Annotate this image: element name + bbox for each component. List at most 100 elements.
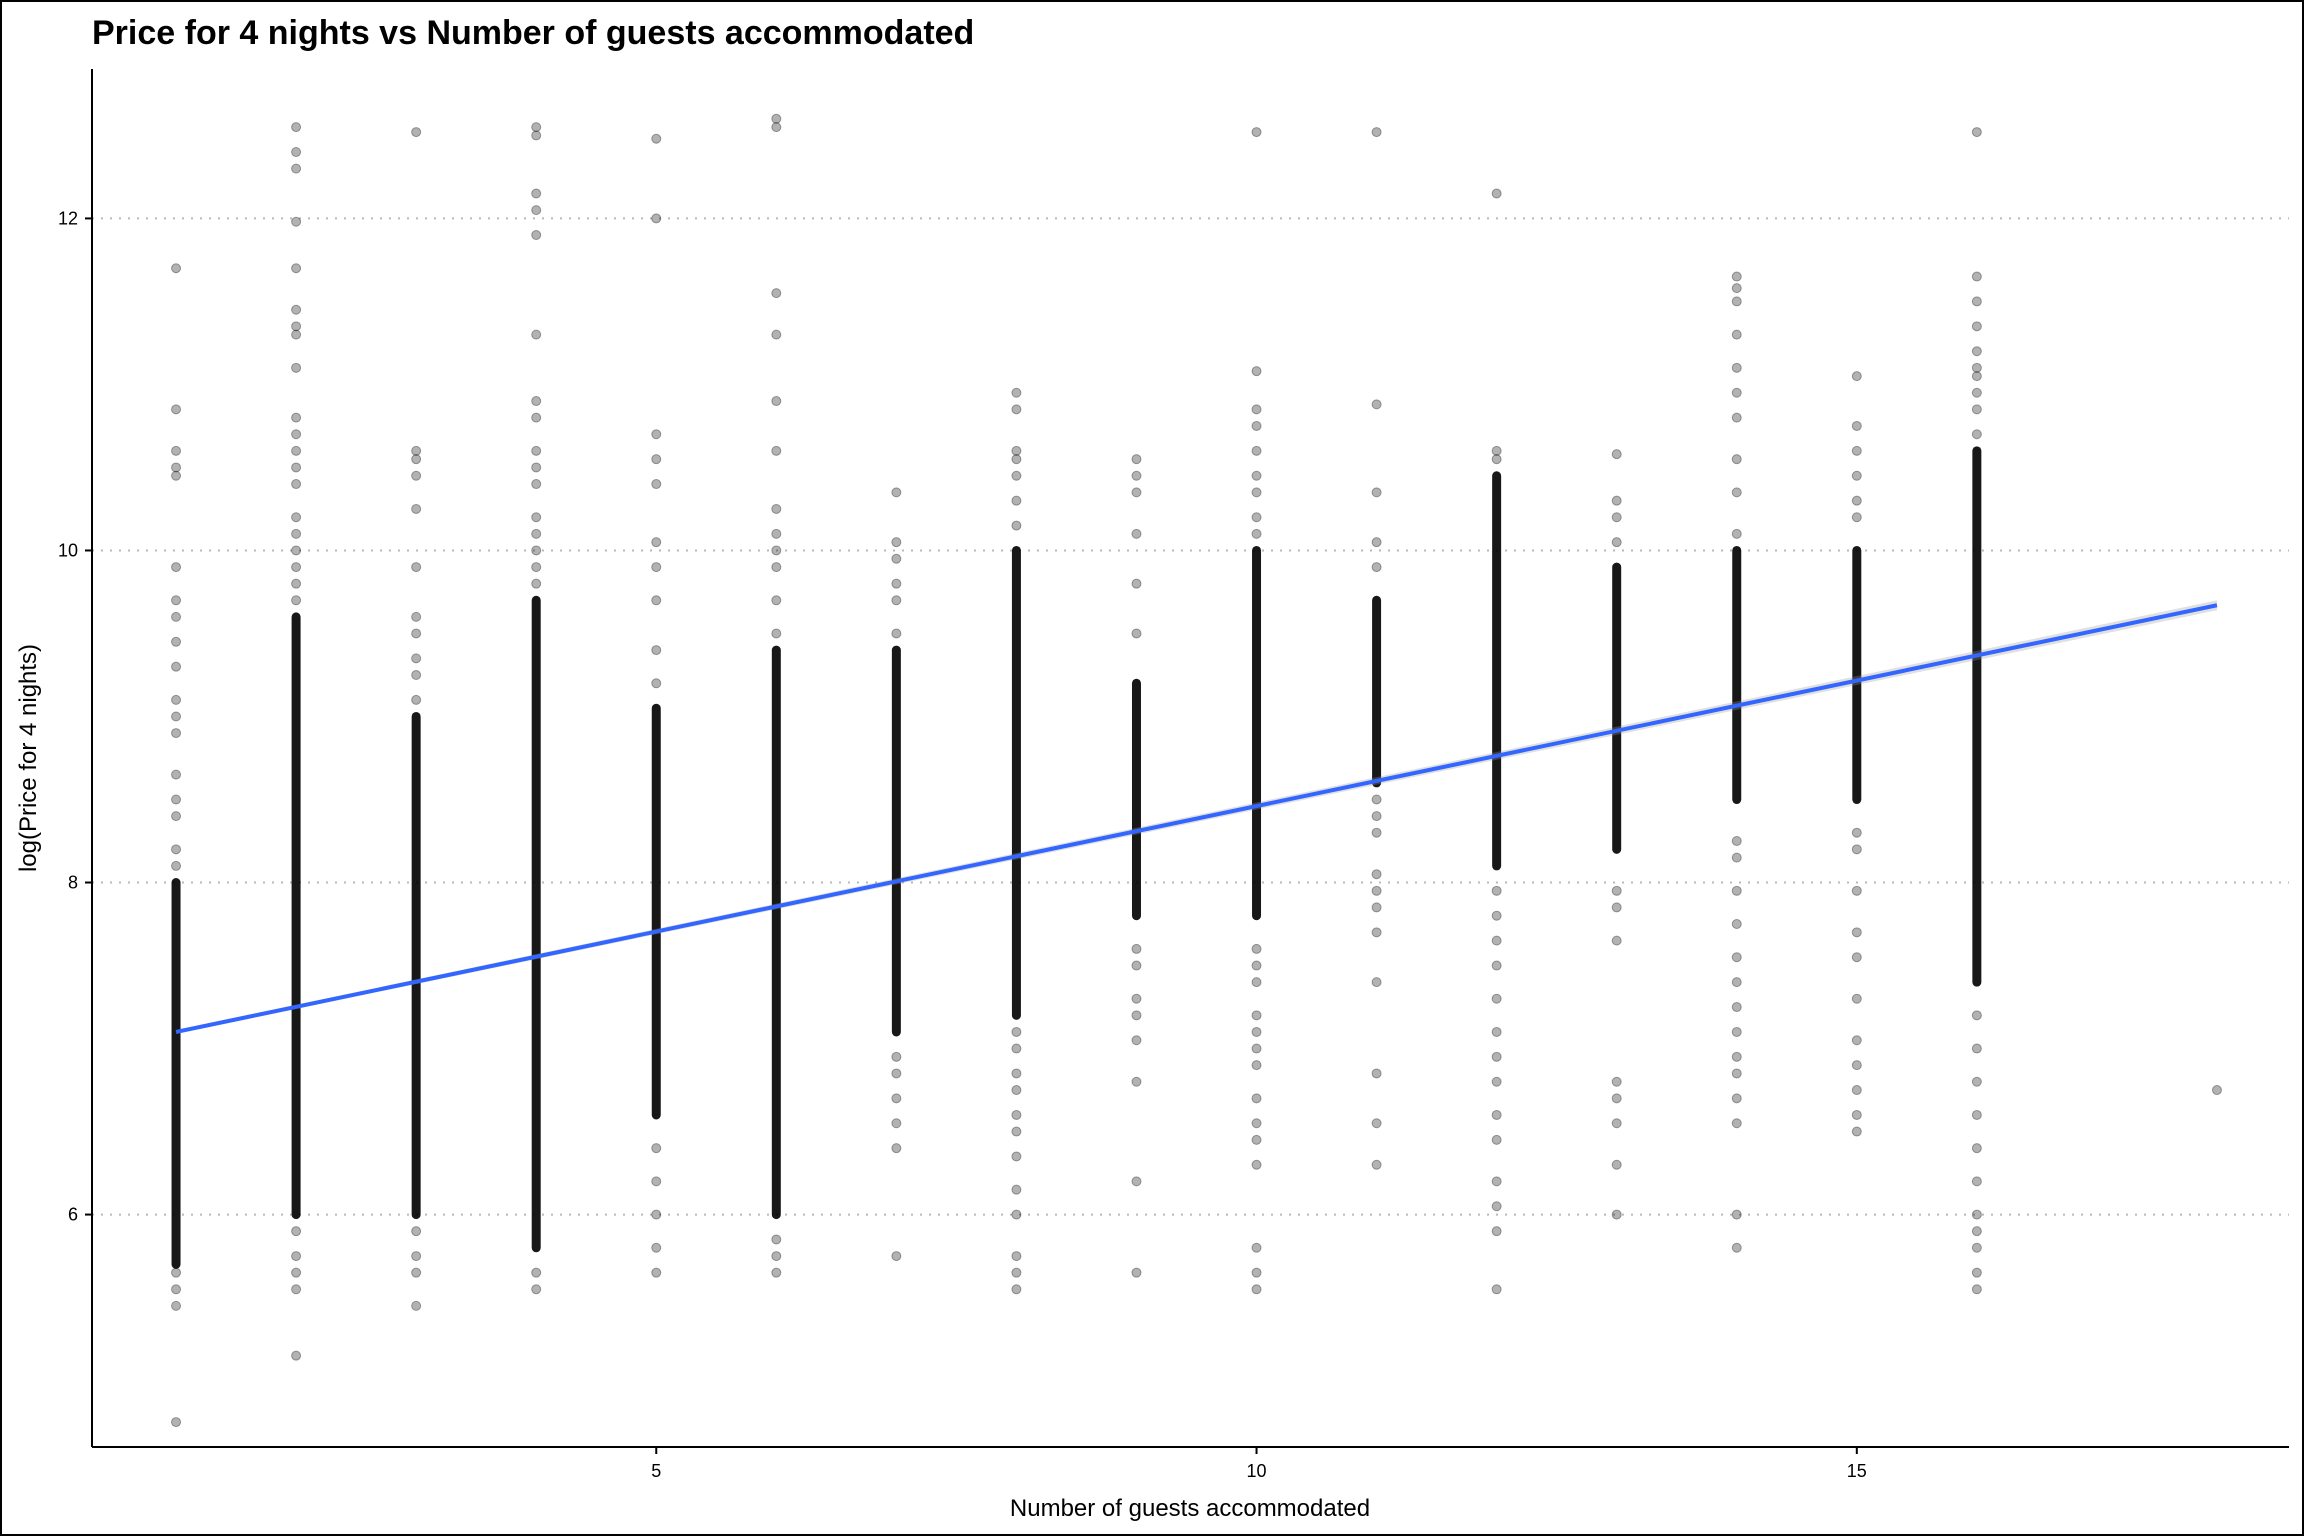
- data-point-x16-1: [1971, 1267, 1982, 1278]
- data-point-x2-20: [291, 263, 302, 274]
- data-point-x11-2: [1371, 1068, 1382, 1079]
- data-point-x10-21: [1251, 366, 1262, 377]
- data-point-x18-0: [2211, 1085, 2222, 1096]
- data-point-x2-9: [291, 528, 302, 539]
- data-point-x10-4: [1251, 1134, 1262, 1145]
- data-point-x1-3: [171, 1267, 182, 1278]
- data-point-x6-13: [771, 122, 782, 133]
- data-point-x15-9: [1851, 844, 1862, 855]
- data-point-x4-9: [531, 445, 542, 456]
- x-axis-label: Number of guests accommodated: [1010, 1495, 1370, 1522]
- chart-title: Price for 4 nights vs Number of guests a…: [92, 14, 974, 52]
- data-point-x6-2: [771, 1234, 782, 1245]
- data-point-x6-11: [771, 329, 782, 340]
- data-point-x12-16: [1491, 188, 1502, 199]
- data-point-x2-16: [291, 362, 302, 373]
- data-point-x6-7: [771, 528, 782, 539]
- data-point-x7-11: [891, 487, 902, 498]
- data-point-x8-3: [1011, 1209, 1022, 1220]
- data-point-x4-6: [531, 512, 542, 523]
- data-point-x4-2: [531, 578, 542, 589]
- data-point-x7-1: [891, 1143, 902, 1154]
- data-point-x12-3: [1491, 1176, 1502, 1187]
- data-point-x5-11: [651, 454, 662, 465]
- data-point-x3-4: [411, 694, 422, 705]
- data-point-x10-12: [1251, 960, 1262, 971]
- data-point-x4-10: [531, 412, 542, 423]
- data-point-x4-8: [531, 462, 542, 473]
- data-point-x14-18: [1731, 387, 1742, 398]
- data-point-x14-19: [1731, 362, 1742, 373]
- data-point-x3-11: [411, 470, 422, 481]
- data-point-x14-15: [1731, 487, 1742, 498]
- data-point-x11-5: [1371, 902, 1382, 913]
- data-point-x11-7: [1371, 869, 1382, 880]
- data-point-x14-1: [1731, 1209, 1742, 1220]
- data-point-x10-18: [1251, 445, 1262, 456]
- data-point-x10-10: [1251, 1010, 1262, 1021]
- data-point-x6-5: [771, 562, 782, 573]
- data-point-x8-10: [1011, 1043, 1022, 1054]
- data-point-x5-6: [651, 645, 662, 656]
- data-point-x2-0: [291, 1350, 302, 1361]
- data-point-x3-9: [411, 562, 422, 573]
- data-point-x3-10: [411, 503, 422, 514]
- data-point-x5-7: [651, 595, 662, 606]
- x-tick-label-15: 15: [1847, 1461, 1867, 1481]
- data-point-x16-10: [1971, 1010, 1982, 1021]
- data-point-x4-13: [531, 230, 542, 241]
- data-point-x5-0: [651, 1267, 662, 1278]
- data-point-x1-13: [171, 636, 182, 647]
- data-point-x8-15: [1011, 454, 1022, 465]
- data-point-x3-14: [411, 127, 422, 138]
- data-point-x10-0: [1251, 1284, 1262, 1295]
- data-point-x6-10: [771, 396, 782, 407]
- data-point-x8-4: [1011, 1184, 1022, 1195]
- data-point-x6-8: [771, 503, 782, 514]
- data-point-x6-12: [771, 288, 782, 299]
- data-point-x5-14: [651, 133, 662, 144]
- data-point-x8-17: [1011, 404, 1022, 415]
- data-point-x11-1: [1371, 1118, 1382, 1129]
- data-point-x16-15: [1971, 362, 1982, 373]
- data-point-x2-23: [291, 147, 302, 158]
- data-point-x1-14: [171, 611, 182, 622]
- data-point-x3-0: [411, 1300, 422, 1311]
- data-point-x4-16: [531, 130, 542, 141]
- data-point-x15-0: [1851, 1126, 1862, 1137]
- data-point-x15-12: [1851, 495, 1862, 506]
- data-point-x4-3: [531, 562, 542, 573]
- data-point-x1-18: [171, 462, 182, 473]
- data-point-x12-15: [1491, 445, 1502, 456]
- data-point-x3-1: [411, 1267, 422, 1278]
- data-point-x9-3: [1131, 1035, 1142, 1046]
- data-point-x6-6: [771, 545, 782, 556]
- data-point-x12-1: [1491, 1226, 1502, 1237]
- data-point-x12-13: [1491, 885, 1502, 896]
- data-point-x9-0: [1131, 1267, 1142, 1278]
- data-point-x12-9: [1491, 993, 1502, 1004]
- data-point-x3-6: [411, 653, 422, 664]
- data-point-x11-14: [1371, 399, 1382, 410]
- data-point-x8-2: [1011, 1251, 1022, 1262]
- data-point-x4-4: [531, 545, 542, 556]
- data-point-x3-3: [411, 1226, 422, 1237]
- data-point-x12-4: [1491, 1134, 1502, 1145]
- data-point-x4-17: [531, 122, 542, 133]
- data-point-x2-7: [291, 562, 302, 573]
- data-point-x14-12: [1731, 852, 1742, 863]
- data-point-x10-15: [1251, 512, 1262, 523]
- data-point-x6-3: [771, 628, 782, 639]
- data-point-x14-14: [1731, 528, 1742, 539]
- data-point-x6-1: [771, 1251, 782, 1262]
- data-point-x2-12: [291, 462, 302, 473]
- data-point-x1-19: [171, 445, 182, 456]
- data-point-x16-9: [1971, 1043, 1982, 1054]
- data-point-x16-16: [1971, 346, 1982, 357]
- data-point-x15-3: [1851, 1060, 1862, 1071]
- data-point-x2-4: [291, 1226, 302, 1237]
- data-point-x9-7: [1131, 943, 1142, 954]
- data-point-x6-4: [771, 595, 782, 606]
- data-point-x1-5: [171, 844, 182, 855]
- data-point-x13-8: [1611, 537, 1622, 548]
